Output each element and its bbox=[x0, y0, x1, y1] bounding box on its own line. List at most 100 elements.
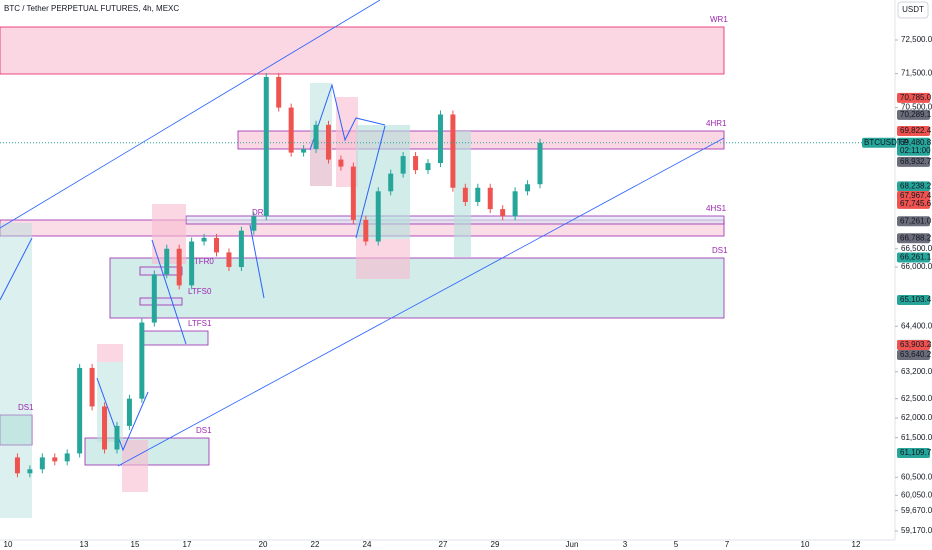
candle bbox=[64, 453, 70, 462]
price-tag-label: 67,261.0 bbox=[900, 216, 932, 225]
y-tick-label: 59,170.0 bbox=[901, 526, 932, 535]
path-arrow bbox=[309, 83, 386, 151]
price-tag-label: 63,640.2 bbox=[900, 350, 932, 359]
price-tag-label: 65,103.4 bbox=[900, 295, 932, 304]
candle bbox=[425, 163, 431, 171]
price-tag bbox=[897, 156, 930, 167]
price-tag bbox=[897, 125, 930, 136]
currency-box[interactable] bbox=[897, 1, 929, 19]
y-tick-label: 64,400.0 bbox=[901, 321, 932, 330]
candle bbox=[251, 216, 257, 231]
trend-line bbox=[0, 0, 381, 229]
candle bbox=[114, 425, 120, 450]
range-box bbox=[97, 344, 123, 362]
candle bbox=[512, 191, 518, 217]
x-tick-label: 20 bbox=[259, 540, 268, 549]
candle bbox=[14, 457, 20, 474]
range-box bbox=[0, 223, 32, 518]
candle bbox=[475, 187, 481, 202]
candle bbox=[39, 457, 45, 470]
candle bbox=[525, 184, 531, 192]
candle bbox=[151, 274, 157, 323]
price-tag bbox=[897, 137, 930, 156]
y-tick-label: 63,200.0 bbox=[901, 367, 932, 376]
price-tag bbox=[897, 340, 930, 351]
price-tag bbox=[897, 181, 930, 192]
zone bbox=[0, 414, 33, 446]
y-tick-label: 59,670.0 bbox=[901, 506, 932, 515]
y-tick-label: 62,000.0 bbox=[901, 413, 932, 422]
candle bbox=[487, 187, 493, 210]
price-tag-label: 66,788.2 bbox=[900, 233, 932, 242]
x-tick-label: 3 bbox=[623, 540, 628, 549]
zone-label: LTFR0 bbox=[190, 257, 214, 266]
x-tick-label: 17 bbox=[183, 540, 192, 549]
zones bbox=[0, 0, 725, 518]
candle bbox=[338, 159, 344, 167]
candle bbox=[126, 398, 132, 426]
zone-label: LTFS1 bbox=[188, 319, 212, 328]
candle bbox=[77, 367, 83, 454]
candle bbox=[400, 156, 406, 174]
candle bbox=[214, 237, 220, 253]
x-tick-label: 10 bbox=[4, 540, 13, 549]
path-arrow bbox=[96, 377, 149, 452]
candle bbox=[413, 156, 419, 171]
path-arrow bbox=[0, 237, 33, 301]
range-box bbox=[122, 440, 148, 492]
price-tag bbox=[897, 191, 930, 202]
trend-line bbox=[117, 137, 725, 467]
candle bbox=[437, 114, 443, 164]
x-tick-label: 12 bbox=[852, 540, 861, 549]
zone bbox=[0, 26, 725, 75]
price-tag-label: 70,289.1 bbox=[900, 110, 932, 119]
candle bbox=[189, 241, 195, 286]
price-tag bbox=[897, 349, 930, 360]
candle bbox=[52, 457, 58, 462]
candle bbox=[375, 191, 381, 242]
range-box bbox=[356, 239, 410, 279]
price-tag-label: 68,238.2 bbox=[900, 182, 932, 191]
price-tag bbox=[897, 92, 930, 103]
countdown: 02:11:00 bbox=[900, 146, 931, 155]
candle bbox=[462, 187, 468, 202]
currency[interactable]: USDT bbox=[902, 5, 924, 14]
y-tick-label: 61,500.0 bbox=[901, 433, 932, 442]
x-tick-label: 5 bbox=[674, 540, 679, 549]
price-tag-label: 63,903.2 bbox=[900, 340, 932, 349]
candle bbox=[500, 209, 506, 217]
x-tick-label: 13 bbox=[80, 540, 89, 549]
price-tag-label: 67,967.4 bbox=[900, 191, 932, 200]
candle bbox=[325, 124, 331, 160]
price-tag bbox=[897, 109, 930, 120]
chart-title: BTC / Tether PERPETUAL FUTURES, 4h, MEXC bbox=[4, 4, 179, 13]
candle bbox=[388, 173, 394, 192]
price-tag-label: 70,785.0 bbox=[900, 93, 932, 102]
zone bbox=[109, 257, 725, 319]
candle bbox=[350, 166, 356, 220]
x-tick-label: 7 bbox=[725, 540, 730, 549]
x-tick-label: 10 bbox=[801, 540, 810, 549]
zone bbox=[139, 297, 183, 306]
price-tag bbox=[897, 233, 930, 244]
candle bbox=[238, 230, 244, 268]
price-tag bbox=[897, 198, 930, 209]
candle bbox=[176, 248, 182, 286]
zone-label: DR1 bbox=[252, 208, 269, 217]
x-tick-label: 29 bbox=[491, 540, 500, 549]
y-tick-label: 66,500.0 bbox=[901, 244, 932, 253]
y-tick-label: 71,500.0 bbox=[901, 69, 932, 78]
candle bbox=[27, 469, 33, 474]
candle bbox=[450, 114, 456, 188]
zone-label: DS1 bbox=[18, 403, 34, 412]
candle bbox=[89, 367, 95, 407]
y-tick-label: 70,500.0 bbox=[901, 103, 932, 112]
candle bbox=[139, 322, 145, 399]
symbol-label: BTCUSDT.P bbox=[864, 138, 908, 147]
y-tick-label: 62,500.0 bbox=[901, 394, 932, 403]
price-tag bbox=[897, 295, 930, 306]
candle bbox=[164, 248, 170, 275]
zone-label: DS1 bbox=[196, 426, 212, 435]
